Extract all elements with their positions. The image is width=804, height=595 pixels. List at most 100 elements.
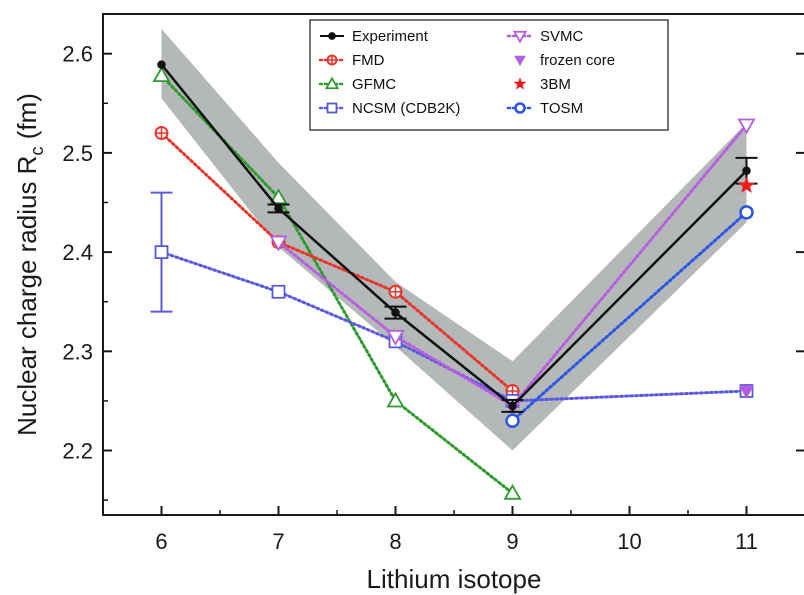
marker-shape — [503, 483, 522, 500]
marker-shape — [386, 391, 405, 408]
y-axis-title-unit: (fm) — [12, 93, 42, 146]
data-point — [503, 483, 522, 500]
marker-shape — [328, 32, 336, 40]
x-axis-title: Lithium isotope — [367, 564, 542, 594]
marker-shape — [742, 166, 751, 175]
data-point — [739, 385, 754, 399]
marker-shape — [514, 102, 526, 114]
legend-marker — [514, 102, 526, 114]
legend-box — [309, 19, 669, 131]
marker-shape — [271, 284, 286, 299]
legend-marker — [328, 32, 336, 40]
uncertainty-band — [161, 28, 747, 451]
marker-shape — [152, 66, 171, 83]
series-3bm — [737, 176, 756, 193]
x-tick-label: 6 — [155, 529, 167, 554]
legend-marker — [514, 55, 526, 66]
legend-label: NCSM (CDB2K) — [352, 100, 460, 117]
marker-shape — [513, 77, 527, 90]
series-line — [277, 123, 748, 408]
legend-label: FMD — [352, 52, 385, 69]
y-axis-title-subscript: c — [27, 147, 47, 156]
marker-shape — [739, 385, 754, 399]
legend-label: TOSM — [540, 100, 583, 117]
marker-shape — [737, 176, 756, 193]
series-tosm — [505, 205, 754, 429]
marker-shape — [505, 413, 520, 429]
marker-shape — [274, 204, 283, 213]
y-tick-label: 2.3 — [62, 339, 93, 364]
y-tick-label: 2.5 — [62, 141, 93, 166]
data-point — [737, 176, 756, 193]
legend-label: SVMC — [540, 28, 584, 45]
legend-item-frozen-core: frozen core — [514, 52, 615, 69]
band-polygon — [161, 28, 747, 451]
legend: Experiment FMD GFMC NCSM (CDB2K) SVMC frozen… — [309, 19, 669, 131]
legend-marker — [326, 102, 338, 114]
series-experiment — [157, 60, 758, 413]
marker-shape — [508, 401, 517, 411]
legend-marker — [512, 30, 528, 44]
data-point — [508, 401, 517, 411]
legend-label: GFMC — [352, 76, 396, 93]
series-fmd — [154, 126, 520, 398]
data-point — [269, 188, 288, 205]
marker-shape — [386, 329, 405, 346]
legend-label: frozen core — [540, 52, 615, 69]
marker-shape — [737, 118, 756, 135]
data-point — [386, 329, 405, 346]
marker-shape — [154, 245, 169, 259]
data-point — [386, 391, 405, 408]
data-point — [737, 118, 756, 135]
axes: 6 7 8 9 10 11 2.2 2.3 2.4 2.5 2.6 — [62, 13, 804, 554]
data-point — [274, 204, 283, 213]
series-line — [160, 131, 514, 393]
x-tick-label: 10 — [617, 529, 641, 554]
legend-marker — [326, 54, 338, 66]
x-tick-label: 9 — [506, 529, 518, 554]
y-axis-title: Nuclear charge radius Rc (fm) — [12, 93, 47, 436]
data-point — [154, 126, 169, 141]
data-point — [505, 413, 520, 429]
x-tick-label: 7 — [272, 529, 284, 554]
data-point — [152, 66, 171, 83]
legend-item-gfmc: GFMC — [318, 76, 396, 93]
marker-shape — [739, 205, 754, 220]
data-point — [157, 60, 166, 69]
marker-shape — [326, 102, 338, 114]
legend-label: 3BM — [540, 76, 571, 93]
marker-shape — [512, 30, 528, 44]
y-tick-label: 2.4 — [62, 240, 93, 265]
y-tick-label: 2.2 — [62, 439, 93, 464]
marker-shape — [391, 308, 400, 317]
data-point — [269, 235, 288, 252]
x-tick-label: 11 — [735, 529, 758, 554]
legend-label: Experiment — [352, 28, 429, 45]
legend-item-fmd: FMD — [318, 52, 385, 69]
data-point — [739, 205, 754, 220]
series-layer — [150, 60, 758, 500]
legend-marker — [324, 76, 340, 90]
data-point — [742, 166, 751, 175]
data-point — [271, 284, 286, 299]
marker-shape — [157, 60, 166, 69]
marker-shape — [269, 188, 288, 205]
data-point — [391, 308, 400, 317]
marker-shape — [514, 55, 526, 66]
legend-item-experiment: Experiment — [320, 28, 429, 45]
y-tick-label: 2.6 — [62, 42, 93, 67]
marker-shape — [324, 76, 340, 90]
x-tick-label: 8 — [389, 529, 401, 554]
legend-marker — [513, 77, 527, 90]
y-axis-title-main: Nuclear charge radius R — [12, 156, 42, 436]
series-frozen-core — [739, 385, 754, 399]
data-point — [154, 245, 169, 259]
legend-item-tosm: TOSM — [506, 100, 583, 117]
legend-item-svmc: SVMC — [506, 28, 584, 45]
data-point — [388, 284, 403, 299]
marker-shape — [269, 235, 288, 252]
legend-item-ncsm-cdb2k: NCSM (CDB2K) — [318, 100, 460, 117]
legend-item-3bm: 3BM — [513, 76, 571, 93]
series-line — [511, 210, 748, 423]
